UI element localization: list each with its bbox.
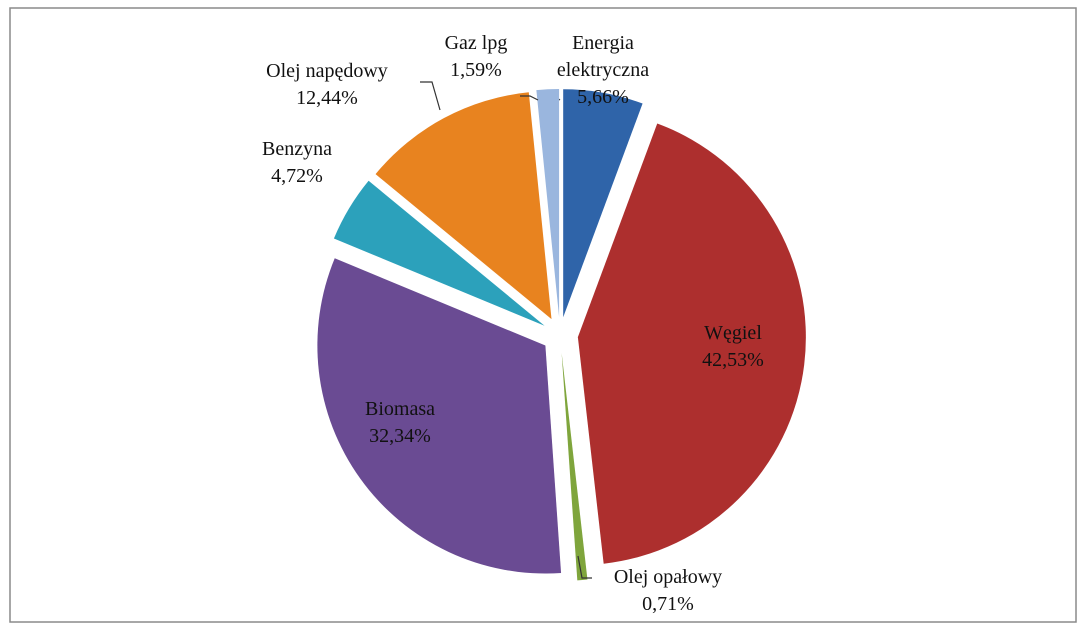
category-label: Energia elektryczna: [556, 32, 650, 81]
value-label: 1,59%: [450, 59, 502, 81]
category-label: Biomasa: [365, 398, 435, 420]
category-label: Gaz lpg: [444, 32, 508, 54]
value-label: 5,66%: [577, 86, 629, 108]
leader-line: [577, 555, 592, 579]
pie-slice: [536, 89, 560, 318]
slice-label: Olej napędowy 12,44%: [237, 58, 417, 112]
slice-label: Energia elektryczna 5,66%: [533, 30, 673, 111]
category-label: Węgiel: [704, 322, 762, 344]
pie-slice: [375, 92, 552, 320]
slice-label: Benzyna 4,72%: [237, 136, 357, 190]
value-label: 42,53%: [702, 349, 764, 371]
slice-label: Olej opałowy 0,71%: [588, 564, 748, 618]
slice-label: Węgiel 42,53%: [673, 320, 793, 374]
chart-border: [9, 7, 1077, 623]
leader-line: [520, 95, 539, 101]
value-label: 0,71%: [642, 593, 694, 615]
slice-label: Gaz lpg 1,59%: [426, 30, 526, 84]
category-label: Olej napędowy: [266, 60, 388, 82]
category-label: Benzyna: [262, 138, 332, 160]
pie-slice: [561, 352, 588, 581]
category-label: Olej opałowy: [613, 566, 723, 588]
pie-slice: [333, 180, 545, 326]
value-label: 12,44%: [296, 87, 358, 109]
slice-label: Biomasa 32,34%: [340, 396, 460, 450]
leader-line: [420, 81, 441, 111]
value-label: 4,72%: [271, 165, 323, 187]
pie-slice: [577, 123, 806, 564]
pie-slice: [317, 258, 562, 574]
value-label: 32,34%: [369, 425, 431, 447]
pie-slice: [563, 89, 643, 318]
